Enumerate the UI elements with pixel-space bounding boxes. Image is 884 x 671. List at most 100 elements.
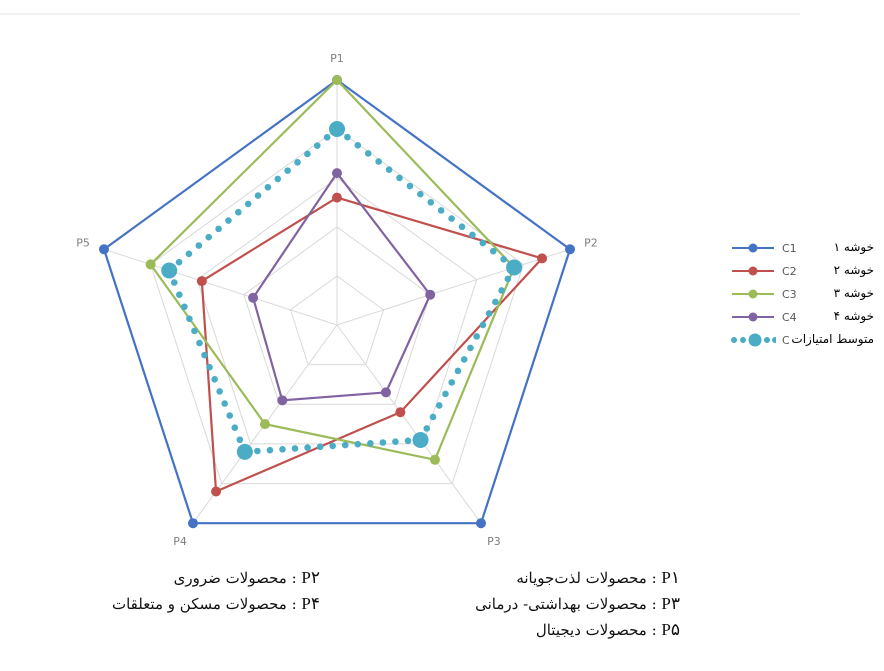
series-c1-line: [102, 78, 572, 525]
series-c-dot: [458, 223, 466, 231]
axis-label-p3: P3: [487, 535, 501, 548]
legend-item-c: C متوسط امتیازات: [730, 330, 880, 353]
series-c-dot: [186, 315, 193, 323]
series-c4-point-p4: [277, 395, 288, 406]
series-c-dot: [406, 182, 414, 190]
series-c-dot: [185, 250, 193, 258]
note-right-1: P۳ : محصولات بهداشتی- درمانی: [430, 594, 680, 620]
series-c-dot: [291, 445, 299, 452]
series-c-dot: [460, 356, 468, 363]
series-c3-point-p5: [145, 259, 156, 270]
legend-label: خوشه ۴: [833, 309, 874, 323]
spoke-p5: [103, 248, 338, 326]
series-c-dot: [313, 142, 321, 149]
series-c-point-p3: [412, 431, 429, 448]
note-key: P۴: [301, 594, 320, 613]
series-c-dot: [211, 376, 218, 383]
series-c-dot: [244, 200, 252, 208]
series-c-dot: [469, 231, 476, 239]
series-c1-point-p4: [187, 518, 198, 529]
series-c-dot: [284, 167, 291, 174]
series-c-dot: [479, 239, 487, 247]
series-c-dot: [176, 291, 183, 298]
series-c-dot: [467, 344, 474, 352]
series-c-dot: [448, 215, 455, 222]
series-c-dot: [235, 208, 242, 216]
spoke-p2: [336, 248, 571, 326]
series-c-dot: [423, 425, 431, 432]
series-c4-point-p5: [248, 292, 259, 303]
series-c-dot: [489, 247, 497, 255]
series-c-point-p2: [506, 259, 523, 276]
series-c-dot: [473, 333, 480, 340]
series-c-dot: [442, 390, 449, 398]
legend-code: C: [782, 334, 790, 347]
legend-code: C3: [782, 288, 797, 301]
notes-left: P۲ : محصولات ضروری P۴ : محصولات مسکن و مت…: [30, 568, 320, 620]
series-c-dot: [181, 303, 188, 311]
series-c-dot: [274, 175, 282, 183]
legend-code: C2: [782, 265, 797, 278]
chart-legend: C1 خوشه ۱ C2 خوشه ۲ C3 خوشه ۳ C4 خوشه ۴ C متوسط ا…: [730, 238, 880, 353]
series-c-dot: [195, 242, 203, 249]
series-c-dot: [367, 440, 374, 447]
legend-label: خوشه ۲: [833, 263, 874, 277]
note-right-2: P۵ : محصولات دیجیتال: [430, 620, 680, 646]
grid-ring-3: [196, 177, 478, 445]
radar-svg: P1 P2 P3 P4 P5: [0, 13, 800, 548]
series-c2-point-p4: [211, 486, 222, 497]
note-key: P۲: [301, 568, 320, 587]
grid-ring-1: [289, 275, 385, 366]
series-c-dot: [479, 321, 487, 329]
notes-right: P۱ : محصولات لذت‌جویانه P۳ : محصولات بهدا…: [430, 568, 680, 646]
series-c-dot: [205, 233, 213, 241]
series-c-dot: [170, 279, 178, 286]
note-text: : محصولات دیجیتال: [535, 621, 662, 639]
series-c-dot: [279, 446, 286, 453]
series-c-dot: [485, 310, 493, 317]
legend-marker-c4: [732, 312, 774, 322]
series-c-point-p5: [161, 262, 178, 279]
axis-labels: P1 P2 P3 P4 P5: [76, 52, 598, 548]
series-c4-line: [251, 171, 432, 402]
legend-code: C1: [782, 242, 797, 255]
axis-label-p1: P1: [330, 52, 344, 65]
legend-item-c4: C4 خوشه ۴: [730, 307, 880, 330]
series-c-point-p1: [329, 121, 345, 137]
series-c-dot: [254, 447, 261, 455]
legend-marker-c3: [732, 289, 774, 299]
series-c1-point-p5: [98, 244, 109, 255]
note-right-0: P۱ : محصولات لذت‌جویانه: [430, 568, 680, 594]
series-c4-point-p3: [380, 387, 391, 398]
series-c-dot: [201, 351, 208, 359]
series-c3-point-p3: [429, 454, 440, 465]
series-c-dot: [404, 437, 412, 445]
note-text: : محصولات لذت‌جویانه: [516, 569, 662, 587]
series-c-dot: [221, 400, 228, 407]
legend-code: C4: [782, 311, 797, 324]
series-c3-line: [149, 78, 516, 462]
series-c2-point-p5: [196, 276, 207, 287]
series-c-dot: [437, 207, 445, 214]
series-c-dot: [323, 134, 331, 141]
axis-label-p5: P5: [76, 236, 90, 249]
series-c-dot: [435, 402, 443, 409]
series-c-point-p4: [236, 443, 253, 460]
series-c-dot: [364, 150, 372, 157]
series-c-dot: [226, 412, 234, 419]
series-c1-point-p3: [476, 518, 487, 529]
series-c-dot: [175, 258, 183, 266]
legend-item-c2: C2 خوشه ۲: [730, 261, 880, 284]
series-c-dot: [429, 413, 437, 421]
series-c-dot: [341, 441, 349, 449]
series-c-dot: [385, 166, 393, 174]
series-c-dot: [215, 225, 222, 233]
series-c3-point-p1: [332, 75, 342, 85]
series-layer: [98, 75, 576, 529]
series-c-dot: [427, 199, 435, 206]
series-c1-point-p2: [565, 244, 576, 255]
series-c-dot: [379, 439, 387, 446]
series-c-dot: [498, 287, 505, 294]
legend-marker-c1: [732, 243, 774, 253]
